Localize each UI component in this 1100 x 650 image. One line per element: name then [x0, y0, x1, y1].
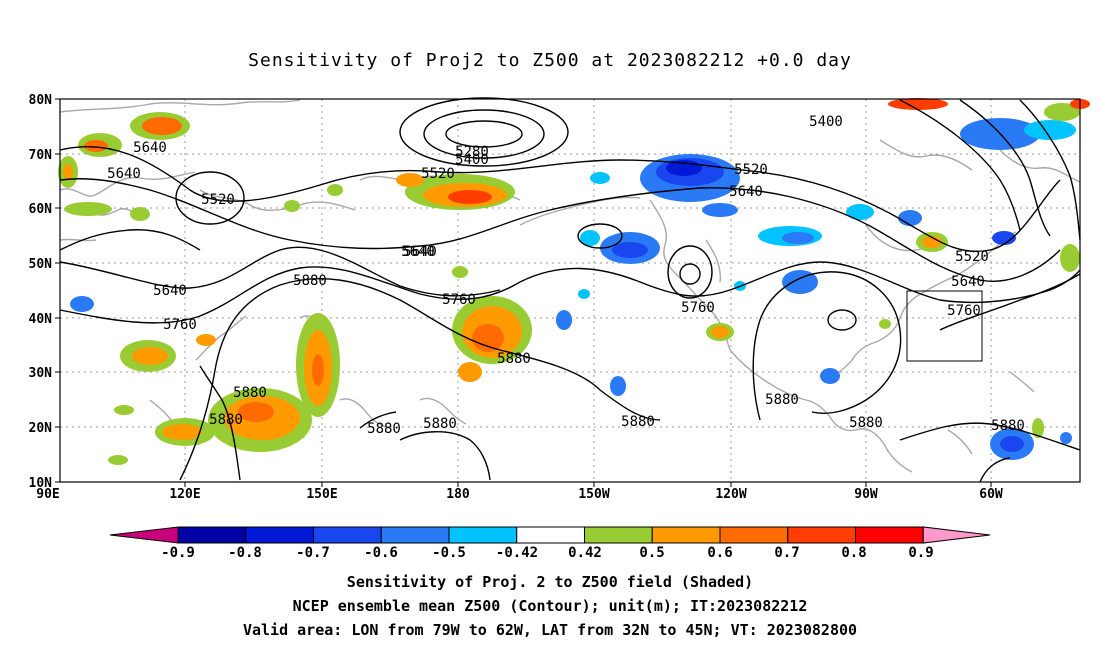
- colorbar-swatch: [584, 526, 653, 544]
- lat-label: 20N: [29, 421, 53, 436]
- contour-label: 5640: [133, 140, 167, 156]
- lat-label: 70N: [29, 148, 53, 163]
- contour-label: 5640: [401, 244, 435, 260]
- lat-label: 80N: [29, 93, 53, 108]
- caption-line-2: NCEP ensemble mean Z500 (Contour); unit(…: [292, 597, 808, 615]
- contour-label: 5400: [455, 152, 489, 168]
- longitude-labels: 90E 120E 150E 180 150W 120W 90W 60W: [36, 487, 1003, 502]
- contour-label: 5760: [947, 303, 981, 319]
- colorbar-swatch: [380, 526, 450, 544]
- contour-label: 5880: [293, 273, 327, 289]
- contour-label: 5280: [455, 144, 489, 160]
- lon-label: 150W: [578, 487, 609, 502]
- lon-label: 120W: [715, 487, 746, 502]
- colorbar-arrow-right: [922, 526, 991, 544]
- lat-label: 60N: [29, 202, 53, 217]
- contour-label: 5880: [497, 351, 531, 367]
- colorbar-swatch: [177, 526, 247, 544]
- contour-label: 5640: [403, 244, 437, 260]
- contour-label: 5760: [442, 292, 476, 308]
- lat-label: 40N: [29, 312, 53, 327]
- latitude-labels: 80N 70N 60N 50N 40N 30N 20N 10N: [29, 93, 53, 491]
- positive-sensitivity-shading: [58, 98, 1090, 465]
- colorbar-swatch: [245, 526, 314, 544]
- contour-label: 5640: [729, 184, 763, 200]
- colorbar-swatch: [651, 526, 721, 544]
- lon-label: 60W: [979, 487, 1003, 502]
- contour-label: 5880: [621, 414, 655, 430]
- colorbar-label: -0.8: [228, 545, 262, 561]
- latitude-ticks: [55, 98, 60, 483]
- colorbar-label: -0.5: [432, 545, 466, 561]
- map-title: Sensitivity of Proj2 to Z500 at 20230822…: [248, 50, 852, 71]
- colorbar-label: -0.7: [296, 545, 330, 561]
- valid-area-box: [906, 290, 983, 362]
- colorbar-swatch: [787, 526, 856, 544]
- caption-line-1: Sensitivity of Proj. 2 to Z500 field (Sh…: [346, 573, 754, 591]
- contour-label: 5520: [421, 166, 455, 182]
- lon-label: 150E: [306, 487, 337, 502]
- contour-label: 5880: [233, 385, 267, 401]
- lon-label: 90W: [854, 487, 878, 502]
- colorbar-labels: -0.9 -0.8 -0.7 -0.6 -0.5 -0.42 0.42 0.5 …: [161, 545, 934, 561]
- contour-label: 5880: [209, 412, 243, 428]
- caption-line-3: Valid area: LON from 79W to 62W, LAT fro…: [242, 621, 858, 639]
- lat-label: 50N: [29, 257, 53, 272]
- contour-label: 5880: [849, 415, 883, 431]
- colorbar-label: 0.5: [639, 545, 664, 561]
- contour-label: 5760: [681, 300, 715, 316]
- colorbar-label: -0.42: [496, 545, 538, 561]
- colorbar-label: 0.6: [707, 545, 732, 561]
- contour-label-group: 5640 5640 5520 5640 5640 5760 5880 5880 …: [107, 114, 1025, 437]
- colorbar: [109, 526, 991, 544]
- contour-label: 5640: [153, 283, 187, 299]
- lon-label: 180: [446, 487, 470, 502]
- colorbar-label: -0.6: [364, 545, 398, 561]
- contour-label: 5760: [163, 317, 197, 333]
- colorbar-label: 0.7: [774, 545, 799, 561]
- colorbar-swatch: [855, 526, 924, 544]
- colorbar-swatch: [448, 526, 518, 544]
- contour-label: 5400: [809, 114, 843, 130]
- contour-label: 5520: [201, 192, 235, 208]
- contour-label: 5880: [765, 392, 799, 408]
- colorbar-swatch: [516, 526, 585, 544]
- lon-label: 120E: [169, 487, 200, 502]
- colorbar-label: -0.9: [161, 545, 195, 561]
- colorbar-label: 0.9: [908, 545, 933, 561]
- longitude-ticks: [184, 482, 992, 487]
- colorbar-label: 0.8: [841, 545, 866, 561]
- contour-label: 5640: [107, 166, 141, 182]
- z500-contours: [59, 97, 1081, 483]
- contour-label: 5640: [951, 274, 985, 290]
- colorbar-swatch: [719, 526, 789, 544]
- lon-label: 90E: [36, 487, 59, 502]
- colorbar-arrow-left: [109, 526, 179, 544]
- contour-label: 5520: [734, 162, 768, 178]
- colorbar-swatch: [313, 526, 382, 544]
- contour-label: 5520: [955, 249, 989, 265]
- contour-label: 5880: [991, 418, 1025, 434]
- lat-label: 10N: [29, 476, 53, 491]
- lat-label: 30N: [29, 366, 53, 381]
- contour-label: 5880: [367, 421, 401, 437]
- colorbar-label: 0.42: [568, 545, 602, 561]
- contour-label: 5880: [423, 416, 457, 432]
- map-frame: [59, 98, 1081, 483]
